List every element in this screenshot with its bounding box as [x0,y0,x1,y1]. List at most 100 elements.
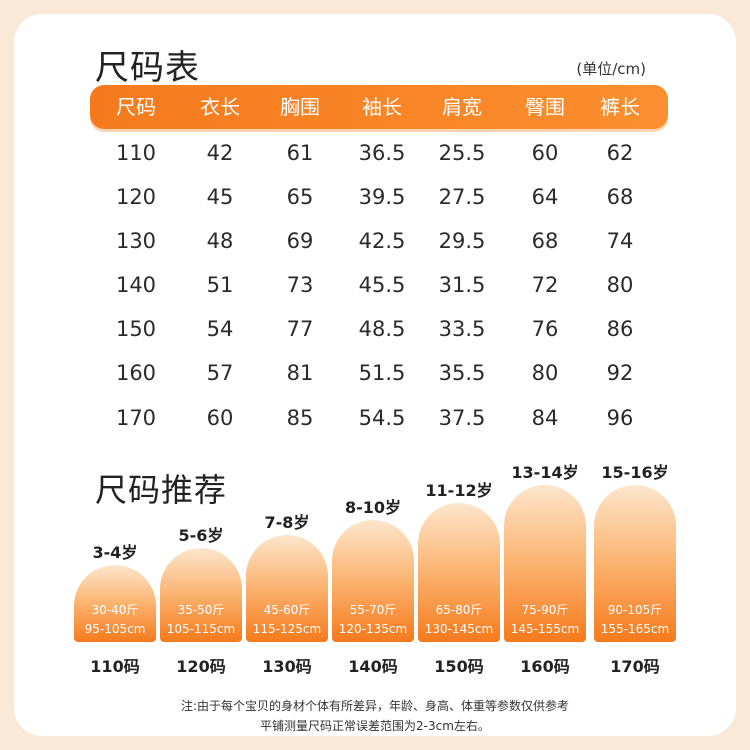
size-label: 130码 [262,657,312,676]
weight-range: 90-105斤 [607,603,663,617]
table-cell: 85 [286,406,314,430]
table-cell: 45.5 [358,273,406,297]
table-cell: 31.5 [438,273,486,297]
table-cell: 65 [286,185,314,209]
table-cell: 96 [606,406,634,430]
header-chest: 胸围 [280,95,320,119]
table-cell: 92 [606,361,634,385]
table-cell: 86 [606,317,634,341]
size-label: 150码 [434,657,484,676]
table-row: 110 42 61 36.5 25.5 60 62 [0,133,750,173]
table-cell: 74 [606,229,634,253]
table-cell: 72 [531,273,559,297]
note-line-2: 平铺测量尺码正常误差范围为2-3cm左右。 [260,719,490,733]
table-cell: 33.5 [438,317,486,341]
header-length: 衣长 [200,95,240,119]
size-recommend-bar: 65-80斤 130-145cm [418,503,500,642]
height-range: 155-165cm [600,622,670,636]
height-range: 120-135cm [338,622,408,636]
table-cell: 54 [206,317,234,341]
table-row: 120 45 65 39.5 27.5 64 68 [0,177,750,217]
weight-range: 30-40斤 [91,603,139,617]
age-label: 3-4岁 [92,543,138,562]
table-cell: 64 [531,185,559,209]
table-cell: 54.5 [358,406,406,430]
table-cell: 35.5 [438,361,486,385]
table-cell: 130 [115,229,157,253]
table-cell: 25.5 [438,141,486,165]
table-row: 130 48 69 42.5 29.5 68 74 [0,221,750,261]
table-cell: 57 [206,361,234,385]
size-recommend-bar: 75-90斤 145-155cm [504,485,586,642]
size-recommend-bar: 35-50斤 105-115cm [160,548,242,642]
age-label: 7-8岁 [264,513,310,532]
table-cell: 68 [606,185,634,209]
table-cell: 76 [531,317,559,341]
table-cell: 80 [531,361,559,385]
table-cell: 120 [115,185,157,209]
table-cell: 84 [531,406,559,430]
table-cell: 69 [286,229,314,253]
table-cell: 61 [286,141,314,165]
age-label: 5-6岁 [178,526,224,545]
age-label: 11-12岁 [425,481,493,500]
weight-range: 75-90斤 [521,603,569,617]
table-cell: 27.5 [438,185,486,209]
table-cell: 39.5 [358,185,406,209]
weight-range: 35-50斤 [177,603,225,617]
size-table-title: 尺码表 [95,48,200,88]
header-size: 尺码 [116,95,156,119]
table-cell: 29.5 [438,229,486,253]
unit-label: (单位/cm) [576,60,646,78]
table-header: 尺码 衣长 胸围 袖长 肩宽 臀围 裤长 [90,85,668,129]
table-cell: 48 [206,229,234,253]
header-pants: 裤长 [600,95,640,119]
size-label: 160码 [520,657,570,676]
header-hip: 臀围 [525,95,565,119]
table-cell: 170 [115,406,157,430]
table-cell: 36.5 [358,141,406,165]
table-cell: 42 [206,141,234,165]
table-cell: 110 [115,141,157,165]
note-line-1: 注:由于每个宝贝的身材个体有所差异，年龄、身高、体重等参数仅供参考 [180,699,570,713]
age-label: 13-14岁 [511,463,579,482]
height-range: 115-125cm [252,622,322,636]
weight-range: 45-60斤 [263,603,311,617]
table-cell: 42.5 [358,229,406,253]
table-cell: 51 [206,273,234,297]
table-row: 170 60 85 54.5 37.5 84 96 [0,398,750,438]
table-cell: 77 [286,317,314,341]
size-recommend-bar: 90-105斤 155-165cm [594,485,676,642]
table-cell: 60 [531,141,559,165]
height-range: 105-115cm [166,622,236,636]
height-range: 130-145cm [424,622,494,636]
table-row: 150 54 77 48.5 33.5 76 86 [0,309,750,349]
size-label: 110码 [90,657,140,676]
age-label: 8-10岁 [344,498,402,517]
table-row: 140 51 73 45.5 31.5 72 80 [0,265,750,305]
size-label: 140码 [348,657,398,676]
header-shoulder: 肩宽 [442,95,482,119]
table-cell: 51.5 [358,361,406,385]
table-cell: 140 [115,273,157,297]
table-cell: 150 [115,317,157,341]
weight-range: 65-80斤 [435,603,483,617]
size-label: 170码 [610,657,660,676]
table-cell: 45 [206,185,234,209]
height-range: 145-155cm [510,622,580,636]
table-cell: 60 [206,406,234,430]
size-recommend-bar: 30-40斤 95-105cm [74,565,156,642]
table-cell: 160 [115,361,157,385]
table-cell: 81 [286,361,314,385]
table-cell: 37.5 [438,406,486,430]
table-cell: 62 [606,141,634,165]
age-label: 15-16岁 [601,463,669,482]
table-cell: 73 [286,273,314,297]
size-recommend-bar: 55-70斤 120-135cm [332,520,414,642]
weight-range: 55-70斤 [349,603,397,617]
height-range: 95-105cm [84,622,146,636]
header-sleeve: 袖长 [362,95,402,119]
size-recommend-bar: 45-60斤 115-125cm [246,535,328,642]
table-cell: 80 [606,273,634,297]
table-cell: 48.5 [358,317,406,341]
